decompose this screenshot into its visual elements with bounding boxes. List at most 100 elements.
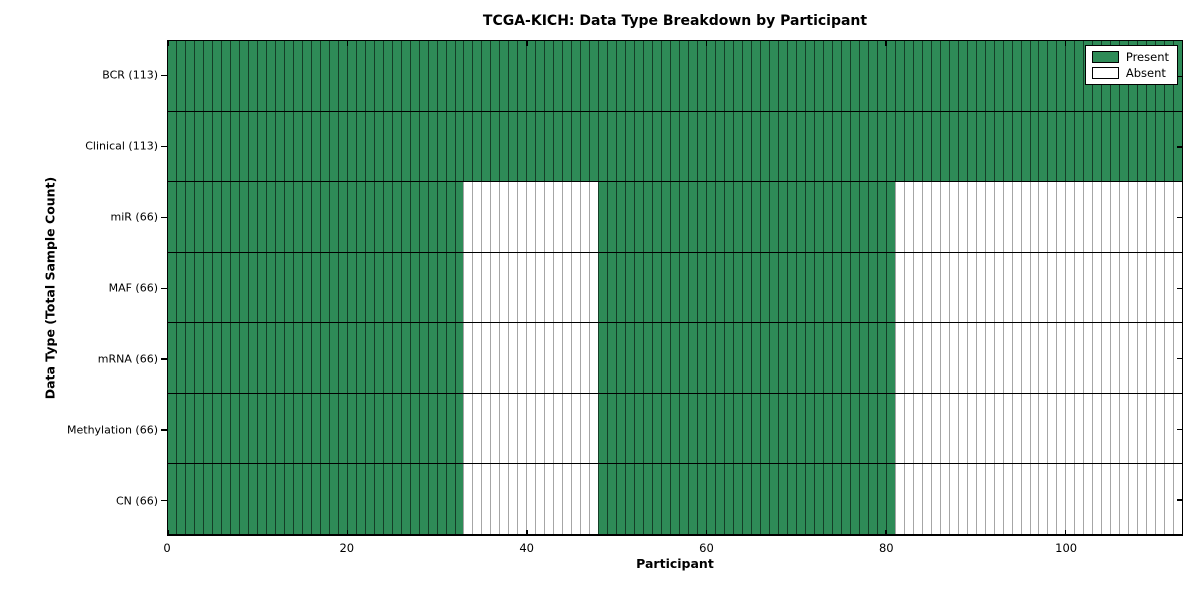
heatmap-cell bbox=[535, 393, 545, 464]
heatmap-cell bbox=[1155, 182, 1165, 252]
heatmap-cell bbox=[652, 252, 662, 323]
heatmap-cell bbox=[975, 252, 985, 323]
heatmap-cell bbox=[930, 41, 940, 111]
heatmap-cell bbox=[804, 323, 814, 393]
heatmap-cell bbox=[688, 41, 698, 111]
heatmap-cell bbox=[238, 111, 248, 182]
heatmap-cell bbox=[1074, 252, 1084, 323]
heatmap-cell bbox=[885, 182, 895, 252]
heatmap-cell bbox=[831, 393, 841, 464]
heatmap-cell bbox=[454, 464, 464, 535]
heatmap-row bbox=[168, 182, 1183, 253]
heatmap-cell bbox=[921, 323, 931, 393]
heatmap-cell bbox=[526, 182, 536, 252]
heatmap-cell bbox=[184, 323, 194, 393]
heatmap-cell bbox=[202, 182, 212, 252]
heatmap-cell bbox=[508, 111, 518, 182]
heatmap-cell bbox=[175, 252, 185, 323]
heatmap-cell bbox=[1092, 393, 1102, 464]
heatmap-cell bbox=[454, 182, 464, 252]
heatmap-cell bbox=[939, 111, 949, 182]
heatmap-cell bbox=[229, 393, 239, 464]
heatmap-cell bbox=[562, 252, 572, 323]
heatmap-cell bbox=[777, 464, 787, 535]
heatmap-cell bbox=[1083, 182, 1093, 252]
heatmap-cell bbox=[472, 323, 482, 393]
heatmap-cell bbox=[193, 41, 203, 111]
heatmap-cell bbox=[607, 252, 617, 323]
heatmap-cell bbox=[903, 464, 913, 535]
heatmap-cell bbox=[265, 252, 275, 323]
heatmap-cell bbox=[948, 323, 958, 393]
heatmap-cell bbox=[921, 111, 931, 182]
heatmap-cell bbox=[382, 41, 392, 111]
heatmap-cell bbox=[517, 464, 527, 535]
heatmap-cell bbox=[427, 182, 437, 252]
heatmap-cell bbox=[688, 252, 698, 323]
heatmap-cell bbox=[652, 464, 662, 535]
heatmap-row bbox=[168, 464, 1183, 536]
heatmap-cell bbox=[499, 393, 509, 464]
heatmap-cell bbox=[301, 41, 311, 111]
heatmap-cell bbox=[885, 41, 895, 111]
heatmap-cell bbox=[562, 182, 572, 252]
heatmap-cell bbox=[1029, 393, 1039, 464]
heatmap-cell bbox=[1128, 323, 1138, 393]
heatmap-cell bbox=[706, 111, 716, 182]
heatmap-cell bbox=[445, 393, 455, 464]
heatmap-cell bbox=[193, 182, 203, 252]
heatmap-cell bbox=[795, 393, 805, 464]
heatmap-cell bbox=[373, 111, 383, 182]
heatmap-cell bbox=[598, 182, 608, 252]
y-tick-label: miR (66) bbox=[110, 210, 159, 224]
heatmap-cell bbox=[454, 41, 464, 111]
heatmap-cell bbox=[804, 182, 814, 252]
heatmap-cell bbox=[373, 323, 383, 393]
heatmap-cell bbox=[1020, 252, 1030, 323]
heatmap-cell bbox=[1047, 464, 1057, 535]
heatmap-cell bbox=[589, 41, 599, 111]
heatmap-cell bbox=[1047, 252, 1057, 323]
heatmap-cell bbox=[526, 464, 536, 535]
heatmap-cell bbox=[355, 111, 365, 182]
heatmap-cell bbox=[589, 464, 599, 535]
heatmap-cell bbox=[670, 323, 680, 393]
heatmap-cell bbox=[921, 182, 931, 252]
heatmap-cell bbox=[1011, 393, 1021, 464]
heatmap-cell bbox=[912, 111, 922, 182]
heatmap-cell bbox=[265, 111, 275, 182]
heatmap-cell bbox=[247, 111, 257, 182]
heatmap-cell bbox=[508, 41, 518, 111]
y-axis-tick bbox=[1177, 358, 1182, 360]
heatmap-cell bbox=[759, 323, 769, 393]
heatmap-cell bbox=[804, 41, 814, 111]
heatmap-cell bbox=[885, 323, 895, 393]
heatmap-cell bbox=[939, 393, 949, 464]
heatmap-cell bbox=[1101, 393, 1111, 464]
heatmap-cell bbox=[1047, 41, 1057, 111]
heatmap-cell bbox=[966, 252, 976, 323]
heatmap-cell bbox=[993, 182, 1003, 252]
heatmap-cell bbox=[822, 464, 832, 535]
heatmap-cell bbox=[238, 323, 248, 393]
heatmap-cell bbox=[616, 464, 626, 535]
heatmap-cell bbox=[472, 41, 482, 111]
heatmap-cell bbox=[337, 41, 347, 111]
heatmap-cell bbox=[274, 393, 284, 464]
heatmap-cell bbox=[1155, 323, 1165, 393]
heatmap-cell bbox=[1020, 41, 1030, 111]
heatmap-cell bbox=[607, 393, 617, 464]
legend-label-absent: Absent bbox=[1125, 66, 1166, 80]
heatmap-cell bbox=[679, 182, 689, 252]
heatmap-cell bbox=[1119, 252, 1129, 323]
heatmap-cell bbox=[822, 252, 832, 323]
heatmap-cell bbox=[544, 393, 554, 464]
y-axis-tick bbox=[161, 287, 167, 289]
heatmap-cell bbox=[580, 464, 590, 535]
heatmap-cell bbox=[661, 182, 671, 252]
heatmap-cell bbox=[355, 393, 365, 464]
heatmap-cell bbox=[517, 252, 527, 323]
heatmap-cell bbox=[858, 393, 868, 464]
heatmap-cell bbox=[454, 393, 464, 464]
present-swatch bbox=[1091, 51, 1119, 63]
